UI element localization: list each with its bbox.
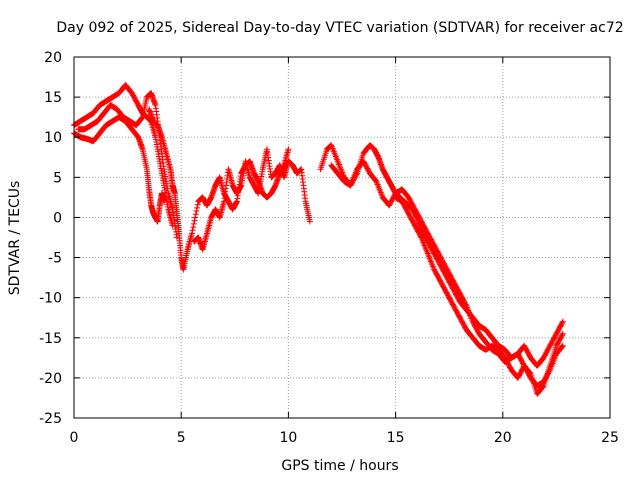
y-tick-label: 20	[44, 50, 62, 66]
chart-title: Day 092 of 2025, Sidereal Day-to-day VTE…	[56, 20, 623, 36]
data-point	[559, 342, 566, 349]
x-tick-label: 15	[387, 430, 405, 446]
data-point	[189, 227, 196, 234]
data-point	[191, 217, 198, 224]
series-track-5	[191, 146, 313, 253]
data-point	[306, 218, 313, 225]
data-point	[559, 319, 566, 326]
y-tick-label: -5	[48, 251, 62, 267]
x-axis: 0 5 10 15 20 25	[70, 57, 619, 446]
data-point	[138, 114, 145, 121]
data-point	[190, 224, 197, 231]
data-point	[527, 370, 534, 377]
y-tick-label: 0	[53, 210, 62, 226]
data-point	[559, 318, 566, 325]
y-tick-label: 10	[44, 130, 62, 146]
data-series-markers	[71, 82, 566, 397]
data-point	[559, 330, 566, 337]
x-tick-label: 5	[177, 430, 186, 446]
data-point	[193, 208, 200, 215]
data-point	[417, 233, 424, 240]
data-point	[192, 211, 199, 218]
data-point	[462, 301, 469, 308]
data-point	[539, 383, 546, 390]
x-tick-label: 20	[494, 430, 512, 446]
data-point	[194, 201, 201, 208]
data-point	[559, 331, 566, 338]
series-track-2	[71, 82, 176, 229]
x-axis-title: GPS time / hours	[281, 458, 398, 474]
data-point	[188, 230, 195, 237]
x-tick-label: 10	[279, 430, 297, 446]
y-tick-label: -15	[39, 331, 62, 347]
data-point	[285, 146, 292, 153]
plot-frame	[73, 56, 611, 419]
x-tick-label: 25	[601, 430, 619, 446]
y-axis-title: SDTVAR / TECUs	[7, 181, 23, 296]
data-point	[194, 204, 201, 211]
y-tick-label: -10	[39, 291, 62, 307]
x-tick-label: 0	[70, 430, 79, 446]
series-track-8	[392, 194, 566, 397]
data-point	[559, 343, 566, 350]
data-point	[190, 220, 197, 227]
series-track-3	[75, 90, 180, 241]
y-axis: -25 -20 -15 -10 -5 0 5 10 15 20	[39, 50, 610, 427]
y-tick-label: 5	[53, 170, 62, 186]
y-tick-label: 15	[44, 90, 62, 106]
y-tick-label: -20	[39, 371, 62, 387]
y-tick-label: -25	[39, 411, 62, 427]
data-point	[192, 214, 199, 221]
